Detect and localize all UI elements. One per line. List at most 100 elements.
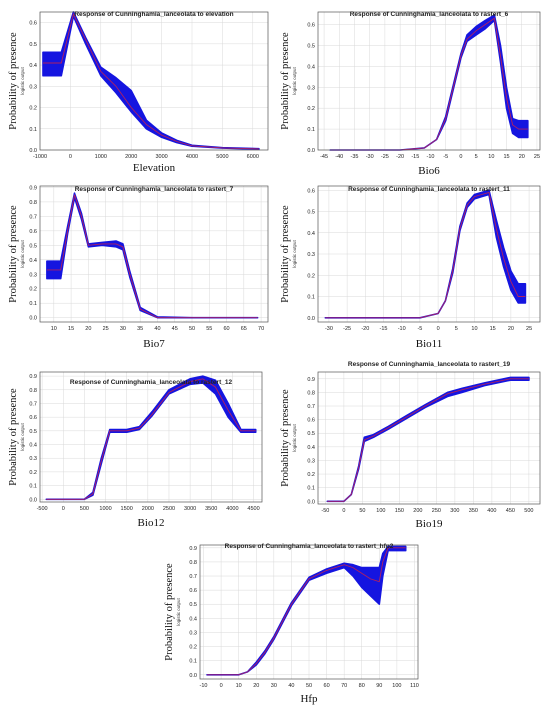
y-tick-label: 0.2 — [307, 472, 315, 478]
x-tick-label: -5 — [443, 154, 448, 160]
chart-title: Response of Cunninghamia_lanceolata to r… — [350, 11, 509, 18]
y-axis-label: Probability of presence — [8, 205, 19, 303]
y-tick-label: 0.3 — [29, 456, 37, 462]
x-tick-label: 250 — [432, 508, 441, 514]
x-tick-label: 4500 — [247, 506, 259, 512]
response-panel-3: 10 15 20 25 30 35 40 45 50 55 60 65 70 0.0 0.1 0.2 0.3 0.… — [8, 185, 269, 350]
y-tick-label: 0.3 — [29, 84, 37, 90]
y-axis-label: Probability of presence — [280, 205, 291, 303]
x-tick-label: 15 — [490, 326, 496, 332]
chart-title: Response of Cunninghamia_lanceolata to r… — [70, 379, 233, 386]
x-tick-label: 10 — [488, 154, 494, 160]
mean-line — [330, 17, 528, 151]
x-tick-label: 65 — [241, 326, 247, 332]
y-tick-label: 0.3 — [307, 252, 315, 258]
x-tick-label: 2000 — [125, 154, 137, 160]
y-tick-label: 0.4 — [29, 443, 37, 449]
y-tick-label: 0.5 — [307, 431, 315, 437]
x-tick-label: 3000 — [184, 506, 196, 512]
x-tick-label: 110 — [410, 683, 419, 689]
y-tick-label: 0.8 — [307, 390, 315, 396]
y-tick-label: 0.0 — [29, 316, 37, 322]
y-tick-label: 0.6 — [307, 188, 315, 194]
y-tick-label: 0.0 — [307, 499, 315, 505]
mean-line — [327, 378, 529, 502]
y-tick-label: 0.8 — [189, 560, 197, 566]
x-tick-label: 10 — [471, 326, 477, 332]
x-tick-label: 2000 — [142, 506, 154, 512]
x-tick-label: 350 — [469, 508, 478, 514]
x-axis-label: Hfp — [300, 693, 318, 705]
y-tick-label: 0.4 — [307, 445, 315, 451]
band-area — [206, 545, 407, 676]
x-tick-label: 20 — [253, 683, 259, 689]
y-tick-label: 0.6 — [29, 21, 37, 27]
x-axis-label: Bio12 — [138, 517, 165, 529]
x-tick-label: -25 — [343, 326, 351, 332]
x-tick-label: 50 — [306, 683, 312, 689]
chart-title: Response of Cunninghamia_lanceolata to r… — [348, 361, 511, 368]
x-tick-label: 3000 — [155, 154, 167, 160]
y-axis-label: Probability of presence — [8, 388, 19, 486]
y-tick-label: 0.2 — [29, 287, 37, 293]
y-tick-label: 0.1 — [29, 127, 37, 133]
y-tick-label: 0.0 — [307, 148, 315, 154]
y-tick-label: 0.6 — [189, 588, 197, 594]
x-tick-label: 100 — [376, 508, 385, 514]
x-tick-label: 0 — [220, 683, 223, 689]
mean-line — [325, 191, 526, 319]
y-axis-label: Probability of presence — [280, 389, 291, 487]
x-tick-label: -10 — [427, 154, 435, 160]
x-tick-label: 300 — [450, 508, 459, 514]
y-tick-label: 0.3 — [307, 85, 315, 91]
y-axis-sublabel: logistic output — [176, 597, 181, 625]
x-tick-label: 4000 — [226, 506, 238, 512]
plot-frame — [199, 544, 419, 680]
x-axis-label: Elevation — [133, 162, 176, 174]
x-tick-label: 50 — [189, 326, 195, 332]
y-tick-label: 0.6 — [307, 418, 315, 424]
x-tick-label: 10 — [236, 683, 242, 689]
y-tick-label: 0.5 — [29, 42, 37, 48]
y-tick-label: 0.7 — [29, 214, 37, 220]
x-tick-label: 15 — [68, 326, 74, 332]
x-tick-label: 450 — [506, 508, 515, 514]
chart-title: Response of Cunninghamia_lanceolata to r… — [348, 186, 510, 193]
y-tick-label: 0.9 — [307, 377, 315, 383]
y-axis-sublabel: logistic output — [20, 66, 25, 94]
response-panel-7: -10 0 10 20 30 40 50 60 70 80 90 100 110 0.0 0.1 0.2 0.3… — [164, 543, 419, 705]
mean-line — [207, 547, 406, 676]
y-axis-label: Probability of presence — [164, 563, 175, 661]
chart-title: Response of Cunninghamia_lanceolata to r… — [225, 543, 394, 550]
x-tick-label: 0 — [62, 506, 65, 512]
chart-title: Response of Cunninghamia_lanceolata to r… — [75, 186, 234, 193]
y-tick-label: 0.9 — [189, 546, 197, 552]
x-tick-label: 10 — [51, 326, 57, 332]
x-tick-label: 40 — [288, 683, 294, 689]
y-tick-label: 0.7 — [307, 404, 315, 410]
band-area — [42, 11, 260, 150]
y-tick-label: 0.4 — [29, 258, 37, 264]
y-tick-label: 0.1 — [307, 295, 315, 301]
x-tick-label: 1500 — [121, 506, 133, 512]
x-tick-label: 1000 — [99, 506, 111, 512]
x-tick-label: 50 — [359, 508, 365, 514]
y-tick-label: 0.2 — [307, 106, 315, 112]
x-tick-label: -500 — [37, 506, 48, 512]
x-tick-label: 0 — [69, 154, 72, 160]
plot-area — [40, 372, 262, 502]
y-tick-label: 0.9 — [29, 185, 37, 191]
y-tick-label: 0.6 — [29, 415, 37, 421]
x-tick-label: -20 — [396, 154, 404, 160]
y-tick-label: 0.1 — [29, 484, 37, 490]
y-tick-label: 0.5 — [29, 429, 37, 435]
x-tick-label: 2500 — [163, 506, 175, 512]
x-tick-label: 3500 — [205, 506, 217, 512]
x-tick-label: -1000 — [33, 154, 47, 160]
x-tick-label: -40 — [335, 154, 343, 160]
response-panel-6: -50 0 50 100 150 200 250 300 350 400 450 500 0.0 0.1 0… — [280, 361, 541, 530]
y-tick-label: 0.2 — [29, 470, 37, 476]
y-tick-label: 0.5 — [189, 602, 197, 608]
x-tick-label: 4000 — [186, 154, 198, 160]
x-tick-label: -45 — [320, 154, 328, 160]
